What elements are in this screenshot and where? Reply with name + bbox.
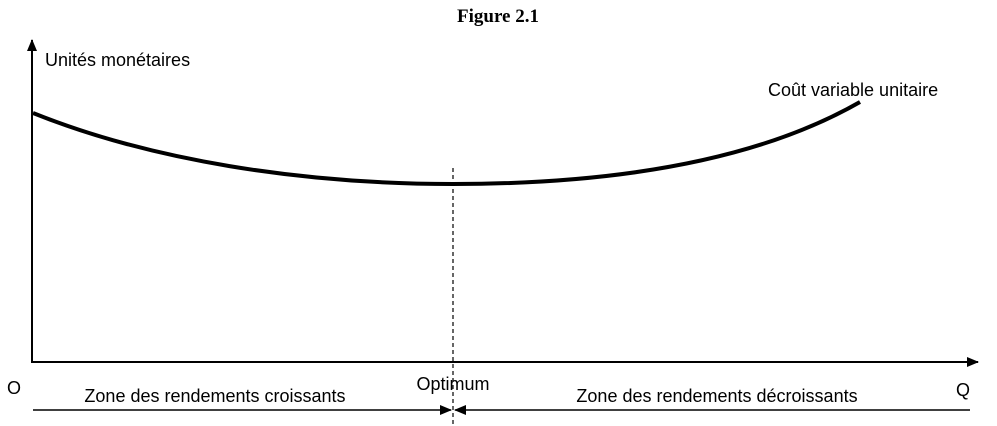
x-axis-label: Q: [956, 380, 970, 400]
curve-label: Coût variable unitaire: [768, 80, 938, 100]
y-axis-label: Unités monétaires: [45, 50, 190, 70]
cost-curve: [32, 100, 861, 187]
zone-right-label: Zone des rendements décroissants: [576, 386, 857, 406]
zone-left-label: Zone des rendements croissants: [84, 386, 345, 406]
optimum-label: Optimum: [416, 374, 489, 394]
figure-title: Figure 2.1: [457, 6, 539, 27]
origin-label: O: [7, 378, 21, 398]
